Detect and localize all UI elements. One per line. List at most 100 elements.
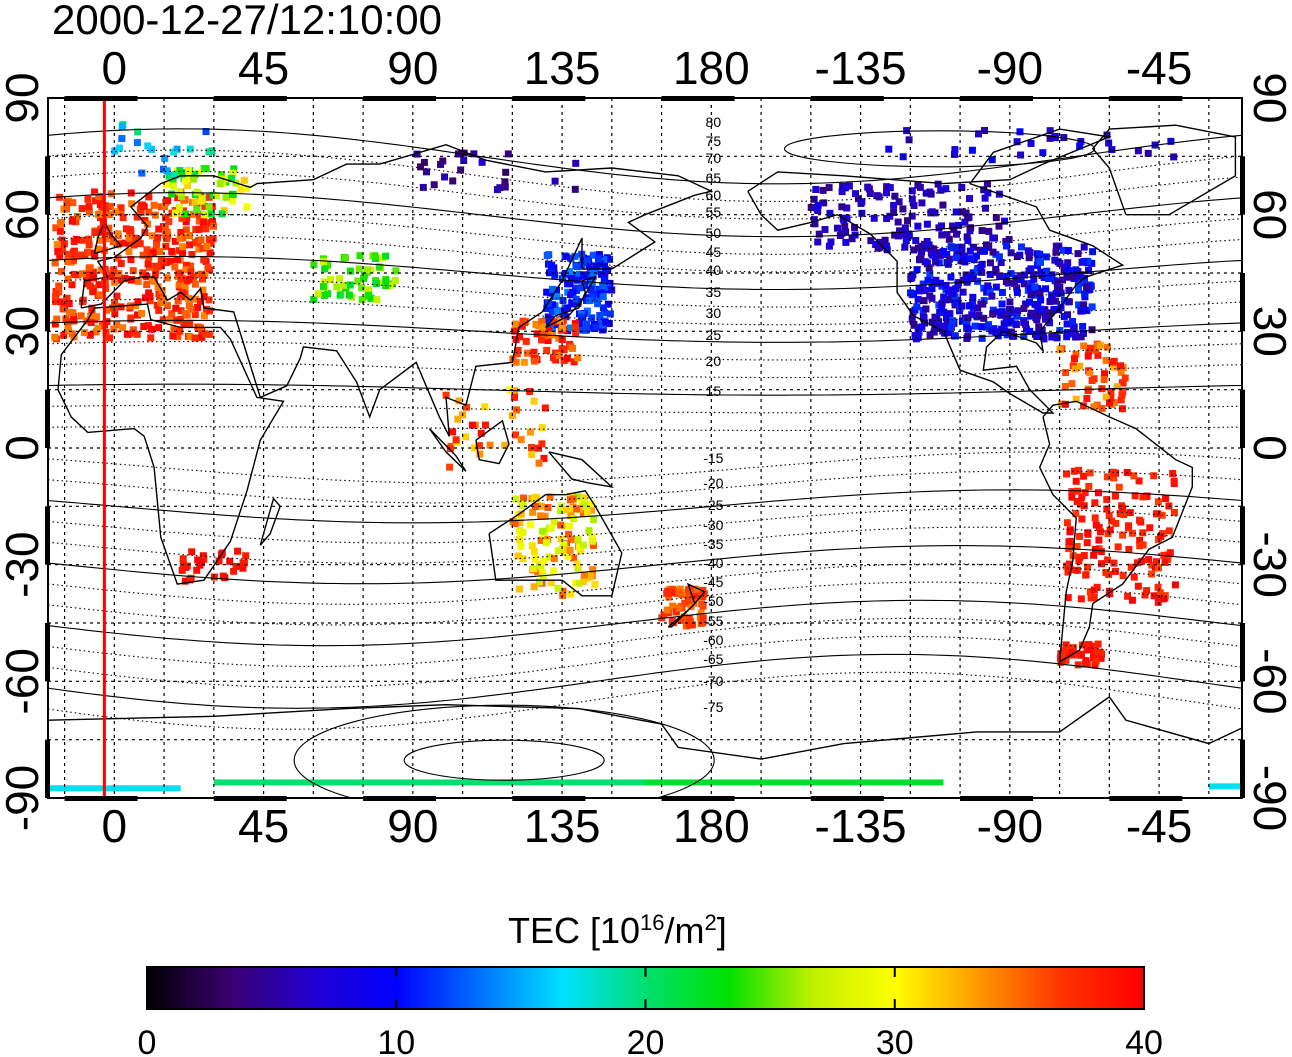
tec-point	[167, 257, 175, 265]
tec-point	[589, 269, 597, 277]
tec-point	[562, 545, 570, 553]
lat-tick-label-left: 0	[0, 435, 48, 461]
tec-point	[340, 281, 348, 289]
latitude-axis-right: 90 60 30 0 -30 -60 -90	[1244, 72, 1292, 831]
tec-point	[1075, 557, 1083, 565]
tec-point	[1076, 553, 1084, 561]
tec-point	[210, 573, 218, 581]
contour-label-north: 50	[706, 225, 722, 241]
tec-point	[864, 183, 872, 191]
longitude-axis-top: 0 45 90 135 180 -135 -90 -45	[102, 42, 1193, 94]
tec-point	[1088, 259, 1096, 267]
tec-point	[144, 220, 152, 228]
tec-point	[549, 308, 557, 316]
tec-point	[197, 236, 205, 244]
lon-tick-label-top: 135	[524, 42, 601, 94]
tec-point	[126, 240, 134, 248]
magnetic-contour	[48, 319, 1242, 343]
tec-point	[537, 512, 545, 520]
contour-label-south: -45	[703, 574, 723, 590]
frame-bar	[512, 796, 586, 801]
tec-point	[226, 557, 234, 565]
tec-point	[382, 276, 390, 284]
tec-point	[922, 189, 930, 197]
tec-point	[176, 188, 184, 196]
tec-point	[1013, 288, 1021, 296]
tec-point	[1166, 549, 1174, 557]
tec-point	[486, 441, 494, 449]
tec-point	[1085, 267, 1093, 275]
tec-point	[1135, 477, 1143, 485]
tec-point	[589, 516, 597, 524]
tec-point	[954, 280, 962, 288]
contour-label-south: -75	[703, 699, 723, 715]
tec-point	[1084, 563, 1092, 571]
tec-point	[321, 265, 329, 273]
colorbar-tick-label: 40	[1125, 1024, 1163, 1057]
tec-point	[198, 195, 206, 203]
magnetic-contour	[48, 277, 1242, 308]
tec-point	[145, 208, 153, 216]
tec-point	[345, 291, 353, 299]
tec-point	[833, 224, 841, 232]
frame-bar	[1240, 156, 1245, 215]
tec-point	[128, 200, 136, 208]
lat-tick-label-left: -90	[0, 765, 48, 831]
tec-point	[148, 325, 156, 333]
tec-point	[92, 328, 100, 336]
lat-tick-label-right: 30	[1244, 306, 1292, 357]
tec-point	[814, 238, 822, 246]
tec-point	[1154, 498, 1162, 506]
tec-point	[74, 271, 82, 279]
tec-point	[1098, 560, 1106, 568]
tec-point	[460, 157, 468, 165]
tec-point	[1130, 573, 1138, 581]
tec-point	[186, 262, 194, 270]
tec-point	[876, 238, 884, 246]
tec-point	[905, 136, 913, 144]
tec-point	[186, 319, 194, 327]
tec-point	[982, 323, 990, 331]
tec-point	[537, 536, 545, 544]
tec-point	[945, 235, 953, 243]
tec-point	[171, 209, 179, 217]
tec-point	[346, 267, 354, 275]
tec-point	[1072, 651, 1080, 659]
tec-point	[952, 285, 960, 293]
tec-point	[549, 301, 557, 309]
tec-point	[106, 334, 114, 342]
tec-point	[532, 494, 540, 502]
tec-point	[175, 204, 183, 212]
tec-point	[938, 222, 946, 230]
magnetic-contour	[48, 362, 1242, 379]
tec-point	[1086, 469, 1094, 477]
tec-point	[65, 308, 73, 316]
tec-point	[441, 173, 449, 181]
tec-point	[1064, 259, 1072, 267]
tec-point	[68, 330, 76, 338]
tec-point	[1066, 528, 1074, 536]
tec-point	[1013, 138, 1021, 146]
tec-point	[1148, 561, 1156, 569]
tec-point	[594, 300, 602, 308]
tec-point	[1017, 151, 1025, 159]
tec-point	[675, 588, 683, 596]
tec-point	[891, 231, 899, 239]
lon-tick-label-bottom: -135	[815, 800, 907, 852]
tec-point	[811, 220, 819, 228]
tec-point	[1013, 253, 1021, 261]
tec-point	[1005, 236, 1013, 244]
tec-point	[951, 299, 959, 307]
lon-tick-label-bottom: 90	[387, 800, 438, 852]
tec-point	[163, 302, 171, 310]
tec-point	[58, 236, 66, 244]
tec-point	[1083, 283, 1091, 291]
tec-point	[1077, 333, 1085, 341]
tec-point	[134, 298, 142, 306]
magnetic-contour	[48, 298, 1242, 326]
tec-point	[172, 304, 180, 312]
tec-point	[183, 562, 191, 570]
tec-point	[1046, 127, 1054, 135]
tec-point	[181, 196, 189, 204]
